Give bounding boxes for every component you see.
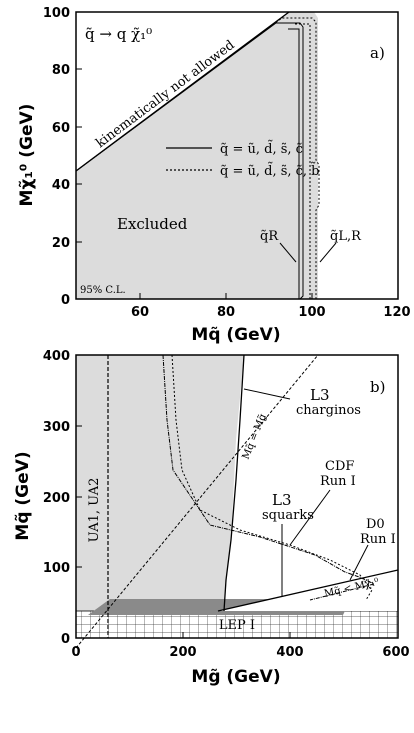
panel-a-xtick-80: 80: [217, 305, 235, 320]
panel-a-xtick-60: 60: [131, 305, 149, 320]
panel-b-xlabel: Mg̃ (GeV): [191, 667, 280, 687]
panel-b-l3-squarks-l1: L3: [272, 491, 292, 509]
panel-a-xtick-120: 120: [383, 305, 410, 320]
panel-a-legend-dotted-label: q̃ = ũ, d̃, s̃, c̃, b̃: [220, 162, 320, 179]
panel-a-ylabel: Mχ̃₁⁰ (GeV): [17, 104, 37, 207]
panel-a-ytick-60: 60: [52, 121, 70, 136]
panel-a-series-solid: [75, 22, 304, 300]
panel-a-xtick-100: 100: [298, 305, 325, 320]
panel-a: 100 80 60 40 20 0 60 80 100 120 Mq̃ (GeV…: [17, 6, 411, 345]
panel-b-ytick-200: 200: [43, 491, 70, 506]
panel-a-title: q̃ → q χ̃₁⁰: [85, 25, 152, 43]
panel-a-qR-label: q̃R: [260, 229, 279, 244]
panel-a-series-dotted: [79, 17, 320, 299]
panel-b-ytick-300: 300: [43, 420, 70, 435]
panel-a-ytick-40: 40: [52, 178, 70, 193]
panel-b-l3-charginos-l1: L3: [310, 386, 330, 404]
panel-b-label: b): [370, 378, 385, 396]
panel-a-ytick-0: 0: [61, 293, 70, 308]
panel-b-l3-charginos-arrow: [243, 388, 291, 400]
panel-b-cdf-l1: CDF: [325, 459, 354, 474]
panel-a-xlabel: Mq̃ (GeV): [191, 325, 280, 345]
panel-b-d0-label: D0 Run I: [360, 517, 396, 547]
panel-a-legend: q̃ = ũ, d̃, s̃, c̃ q̃ = ũ, d̃, s̃, c̃, b…: [166, 140, 320, 179]
panel-b-cdf-label: CDF Run I: [320, 459, 359, 489]
panel-b-cdf-arrow: [289, 489, 331, 546]
panel-b-l3-squarks-label: L3 squarks: [262, 491, 314, 523]
panel-a-legend-solid-label: q̃ = ũ, d̃, s̃, c̃: [220, 140, 303, 157]
panel-b-ylabel: Mq̃ (GeV): [13, 451, 33, 540]
panel-b-xtick-200: 200: [169, 645, 196, 660]
panel-a-ytick-20: 20: [52, 236, 70, 251]
panel-b-xtick-0: 0: [71, 645, 80, 660]
panel-b-ytick-100: 100: [43, 561, 70, 576]
panel-a-qLR-label: q̃L,R: [330, 229, 362, 244]
panel-a-excluded-label: Excluded: [117, 215, 188, 233]
panel-b-l3-squarks-l2: squarks: [262, 508, 314, 523]
panel-b-d0-l1: D0: [366, 517, 385, 532]
panel-b-l3-charginos-label: L3 charginos: [296, 386, 361, 418]
panel-b-xtick-600: 600: [382, 645, 409, 660]
panel-a-ytick-80: 80: [52, 63, 70, 78]
panel-b-xtick-400: 400: [276, 645, 303, 660]
panel-a-qLR-arrow: [319, 242, 337, 263]
panel-a-yticks: [76, 11, 82, 300]
panel-b-diagonal: [75, 354, 319, 649]
panel-b-chargino-boundary: [223, 354, 245, 612]
panel-b-ytick-400: 400: [43, 349, 70, 364]
panel-b-lower-line: [217, 569, 399, 612]
panel-b-lep-region: [75, 610, 399, 639]
panel-a-qR-arrow: [279, 242, 297, 263]
panel-a-frame: [75, 11, 399, 300]
panel-a-series-dotted-inner: [295, 23, 311, 299]
panel-b-excluded-region: [76, 355, 244, 622]
panel-b-d0-arrow: [349, 544, 369, 581]
panel-b: 400 300 200 100 0 0 200 400 600 Mg̃ (GeV…: [13, 349, 410, 687]
panel-a-xticks-marks: [139, 293, 399, 299]
panel-a-label: a): [370, 44, 385, 62]
panel-b-tick-marks: [76, 354, 291, 638]
panel-a-ytick-100: 100: [43, 6, 70, 21]
panel-b-ytick-0: 0: [61, 632, 70, 647]
panel-b-diag-upper-label: Mq̃ = Mg̃: [241, 412, 269, 461]
panel-b-ua-label: UA1, UA2: [87, 478, 102, 543]
panel-b-d0-curve: [162, 354, 376, 601]
panel-b-cdf-l2: Run I: [320, 474, 356, 489]
panel-b-lep-label: LEP I: [219, 618, 255, 633]
panel-a-cl-label: 95% C.L.: [80, 285, 126, 296]
panel-b-d0-l2: Run I: [360, 532, 396, 547]
panel-a-excluded-region: [76, 12, 318, 299]
panel-a-series-solid-inner: [288, 28, 300, 299]
panel-b-l3-charginos-l2: charginos: [296, 403, 361, 418]
